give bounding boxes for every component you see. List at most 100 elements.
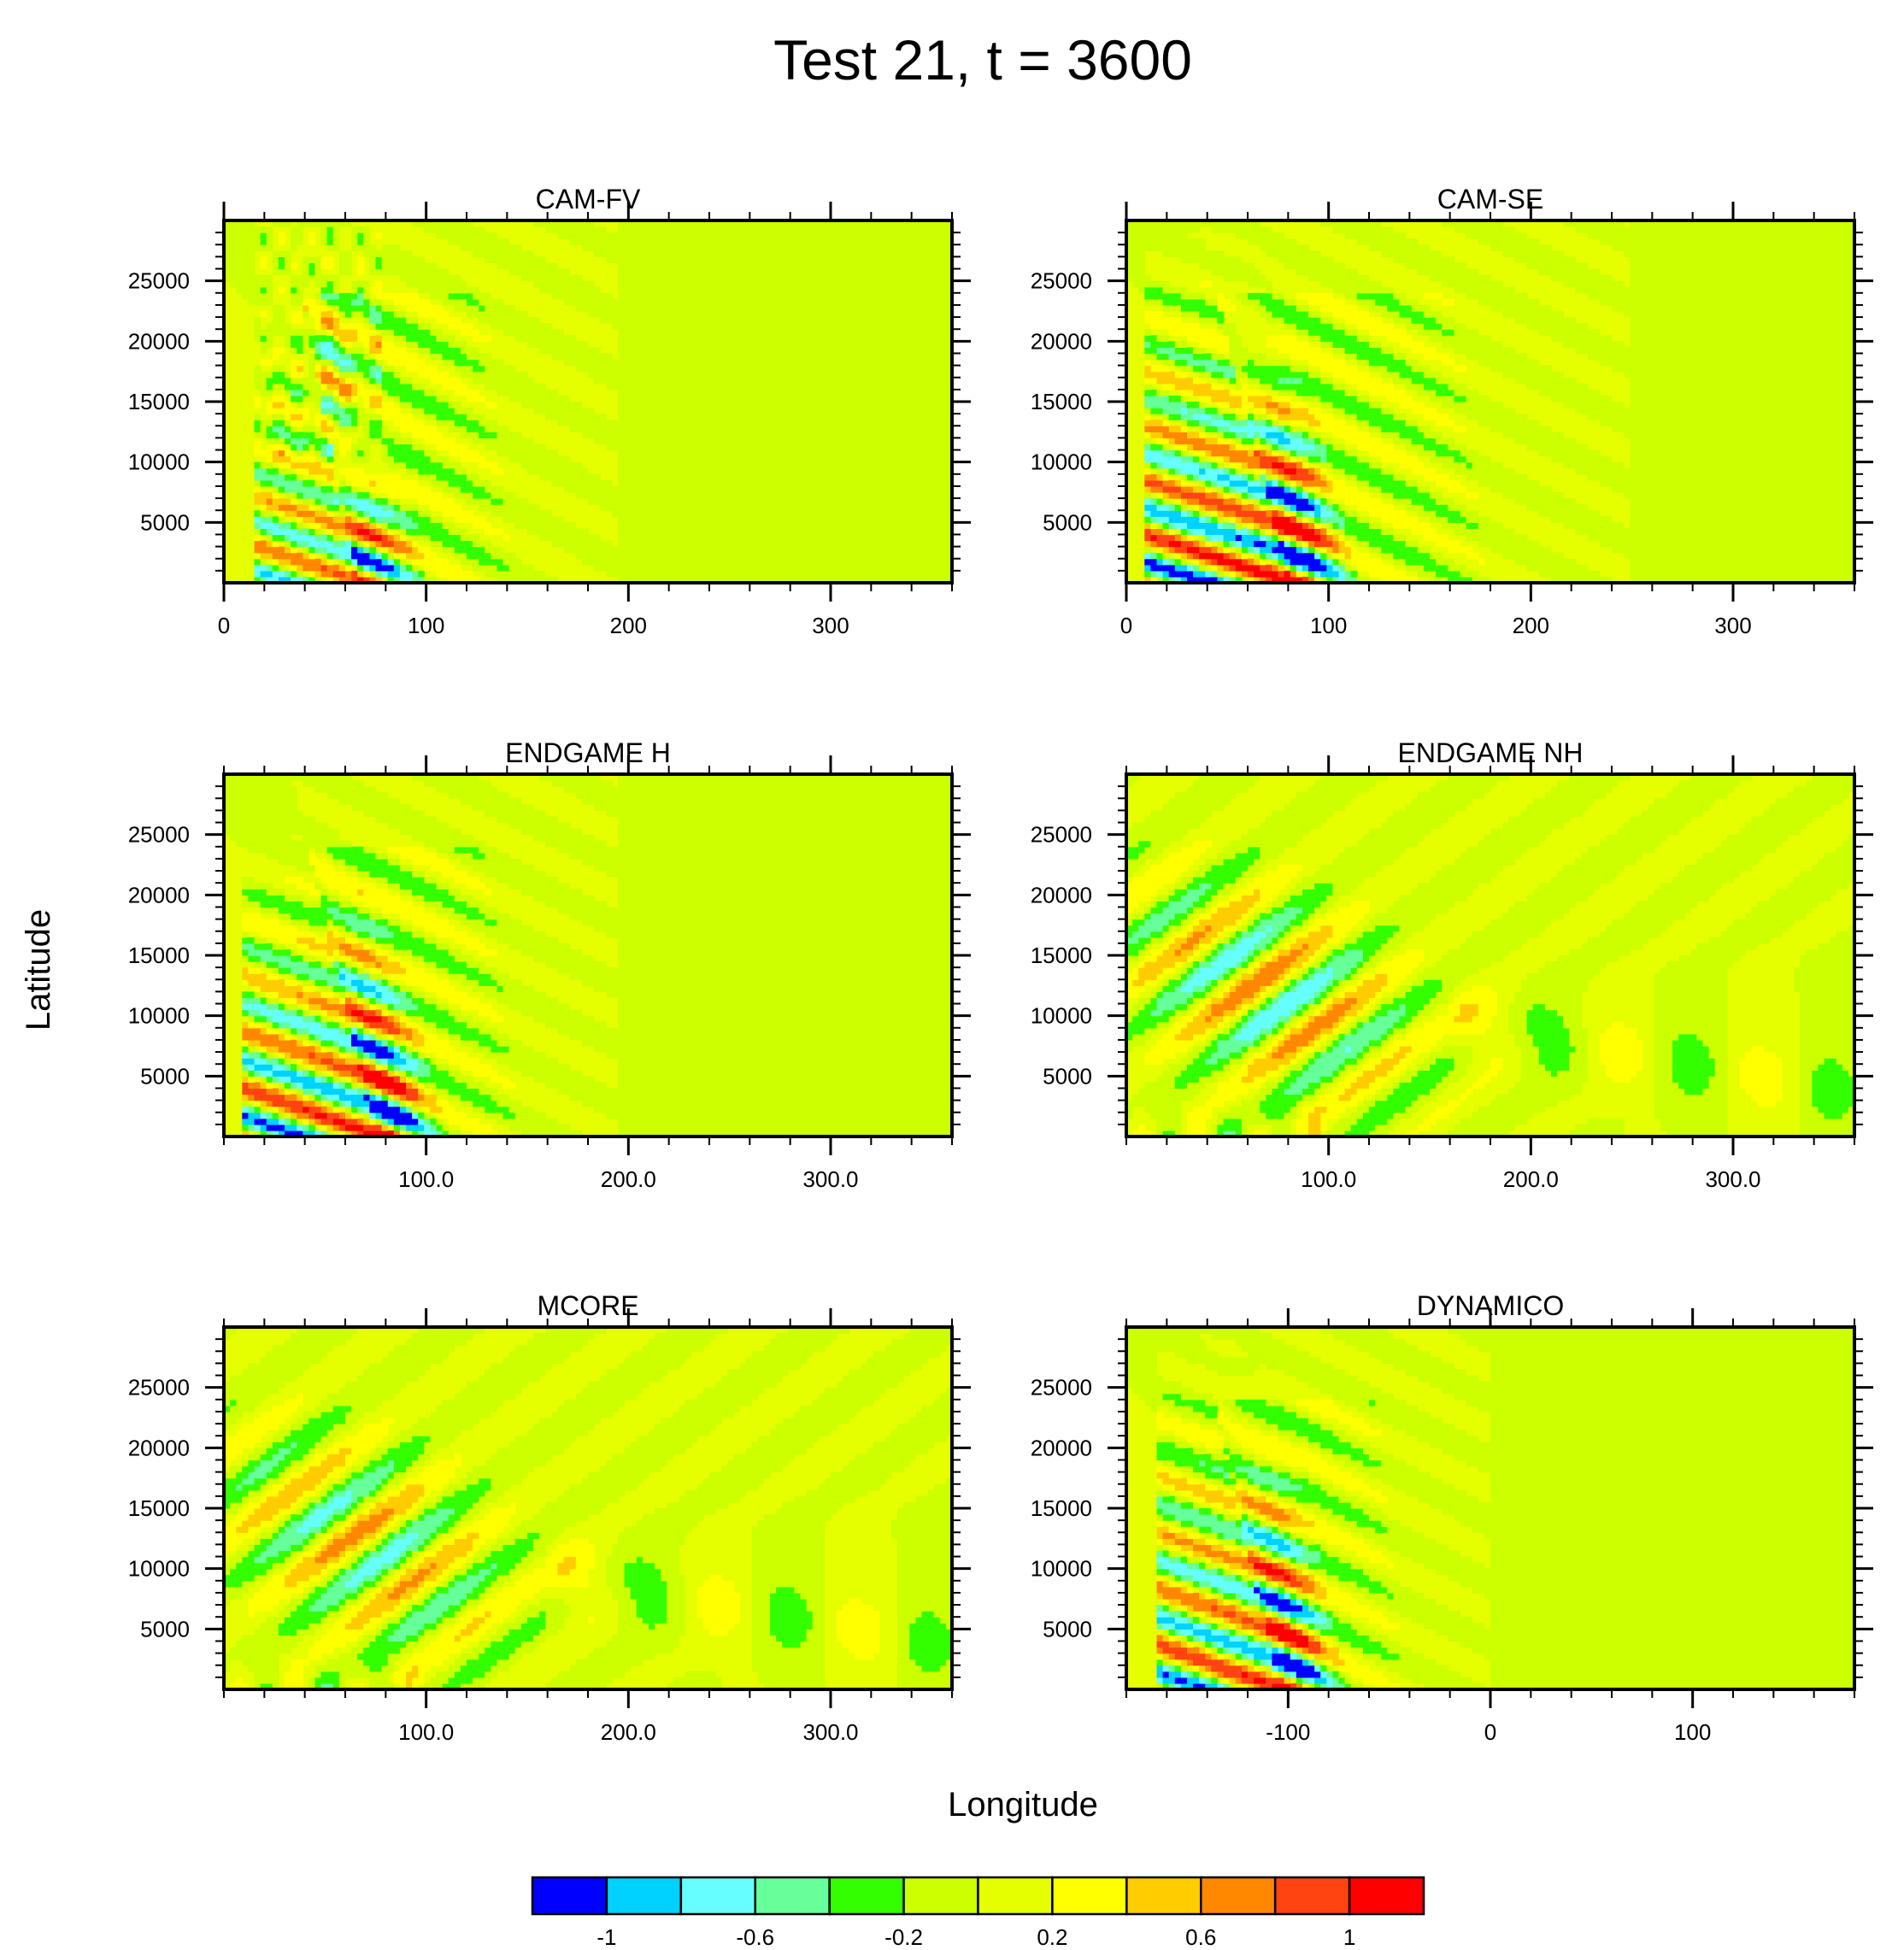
contour-cell: [520, 377, 528, 385]
contour-cell: [818, 540, 826, 548]
contour-cell: [818, 304, 826, 312]
contour-cell: [867, 564, 874, 572]
contour-cell: [460, 420, 467, 426]
contour-cell: [357, 576, 364, 584]
contour-cell: [831, 304, 837, 312]
contour-cell: [739, 473, 747, 481]
contour-cell: [685, 395, 692, 402]
contour-cell: [303, 426, 309, 432]
contour-cell: [831, 479, 837, 487]
contour-cell: [727, 353, 734, 361]
contour-cell: [387, 498, 395, 505]
contour-cell: [709, 528, 716, 536]
contour-cell: [782, 256, 789, 264]
contour-cell: [800, 311, 808, 318]
contour-cell: [224, 232, 231, 239]
contour-cell: [855, 516, 862, 523]
contour-cell: [690, 341, 698, 348]
contour-cell: [655, 292, 661, 300]
contour-cell: [320, 473, 328, 481]
contour-cell: [448, 383, 455, 391]
contour-cell: [867, 570, 874, 578]
contour-cell: [581, 220, 589, 227]
contour-cell: [709, 479, 716, 487]
contour-cell: [332, 329, 340, 336]
contour-cell: [690, 528, 698, 536]
contour-cell: [751, 359, 759, 367]
contour-cell: [351, 540, 358, 548]
contour-cell: [824, 286, 832, 294]
contour-cell: [351, 298, 358, 306]
contour-cell: [818, 426, 826, 432]
contour-cell: [636, 492, 643, 499]
contour-cell: [467, 323, 473, 330]
contour-cell: [618, 522, 626, 529]
contour-cell: [600, 540, 607, 548]
contour-cell: [757, 467, 765, 475]
contour-cell: [812, 304, 820, 312]
contour-cell: [733, 262, 741, 270]
contour-cell: [491, 558, 498, 566]
contour-cell: [745, 250, 753, 257]
contour-cell: [824, 426, 832, 432]
contour-cell: [673, 274, 680, 282]
contour-cell: [479, 498, 485, 505]
contour-cell: [690, 516, 698, 523]
contour-cell: [357, 479, 364, 487]
contour-cell: [873, 558, 880, 566]
contour-cell: [363, 432, 370, 438]
contour-cell: [763, 552, 771, 560]
contour-cell: [673, 365, 680, 373]
contour-cell: [642, 461, 649, 469]
contour-cell: [497, 256, 504, 264]
contour-cell: [338, 546, 346, 554]
contour-cell: [794, 268, 802, 276]
contour-cell: [351, 498, 358, 505]
contour-cell: [278, 383, 285, 391]
contour-cell: [776, 516, 783, 523]
contour-cell: [363, 558, 370, 566]
contour-cell: [581, 232, 589, 239]
contour-cell: [702, 576, 710, 584]
contour-cell: [861, 250, 868, 257]
contour-cell: [667, 516, 673, 523]
contour-cell: [508, 329, 516, 336]
contour-cell: [508, 377, 516, 385]
contour-cell: [285, 402, 291, 408]
contour-cell: [739, 570, 747, 578]
contour-cell: [285, 414, 291, 420]
contour-cell: [715, 371, 722, 379]
contour-cell: [630, 311, 638, 318]
contour-cell: [485, 540, 491, 548]
contour-cell: [473, 473, 479, 481]
contour-cell: [696, 268, 704, 276]
contour-cell: [709, 280, 716, 288]
contour-cell: [600, 479, 607, 487]
contour-cell: [303, 256, 309, 264]
contour-cell: [369, 576, 377, 584]
contour-cell: [309, 438, 316, 445]
contour-cell: [702, 420, 710, 426]
contour-cell: [843, 244, 849, 251]
contour-cell: [563, 341, 571, 348]
contour-cell: [667, 492, 673, 499]
contour-cell: [442, 510, 450, 517]
contour-cell: [702, 461, 710, 469]
contour-cell: [563, 292, 571, 300]
contour-cell: [448, 504, 455, 511]
contour-cell: [776, 298, 783, 306]
contour-cell: [236, 280, 243, 288]
contour-cell: [278, 408, 285, 414]
contour-cell: [673, 564, 680, 572]
contour-cell: [727, 408, 734, 414]
contour-cell: [812, 286, 820, 294]
contour-cell: [824, 438, 832, 445]
contour-cell: [345, 576, 352, 584]
contour-cell: [272, 570, 279, 578]
contour-cell: [794, 443, 802, 451]
contour-cell: [831, 383, 837, 391]
contour-cell: [673, 473, 680, 481]
contour-cell: [727, 414, 734, 420]
contour-cell: [763, 280, 771, 288]
